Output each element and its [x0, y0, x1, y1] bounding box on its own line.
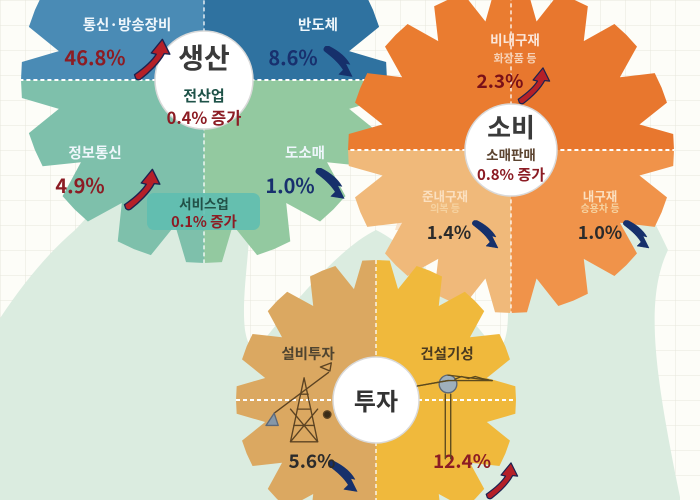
svg-text:2.3%: 2.3% — [477, 67, 524, 94]
svg-text:소매판매: 소매판매 — [486, 144, 536, 164]
svg-text:반도체: 반도체 — [298, 14, 338, 35]
svg-text:4.9%: 4.9% — [55, 170, 104, 199]
svg-text:1.0%: 1.0% — [265, 170, 314, 199]
svg-text:전산업: 전산업 — [183, 85, 224, 106]
svg-text:승용차 등: 승용차 등 — [580, 200, 619, 215]
svg-text:생산: 생산 — [178, 37, 230, 77]
svg-text:서비스업: 서비스업 — [179, 193, 229, 213]
svg-text:1.4%: 1.4% — [427, 219, 471, 245]
svg-text:도소매: 도소매 — [285, 142, 325, 163]
svg-text:1.0%: 1.0% — [578, 219, 622, 245]
svg-text:비내구재: 비내구재 — [490, 29, 540, 49]
svg-text:5.6%: 5.6% — [289, 447, 336, 474]
svg-text:통신·방송장비: 통신·방송장비 — [83, 14, 172, 35]
svg-text:0.1% 증가: 0.1% 증가 — [171, 211, 237, 232]
svg-text:설비투자: 설비투자 — [281, 343, 335, 364]
svg-text:0.8% 증가: 0.8% 증가 — [477, 164, 545, 185]
svg-text:0.4% 증가: 0.4% 증가 — [167, 105, 242, 129]
svg-text:정보통신: 정보통신 — [68, 142, 121, 163]
svg-text:소비: 소비 — [487, 108, 535, 145]
svg-text:건설기성: 건설기성 — [420, 343, 473, 364]
svg-text:8.6%: 8.6% — [268, 42, 317, 71]
svg-text:의복 등: 의복 등 — [430, 200, 460, 215]
svg-text:12.4%: 12.4% — [433, 447, 491, 474]
svg-text:화장품 등: 화장품 등 — [494, 50, 537, 66]
svg-text:46.8%: 46.8% — [64, 42, 125, 71]
svg-text:투자: 투자 — [354, 382, 398, 417]
